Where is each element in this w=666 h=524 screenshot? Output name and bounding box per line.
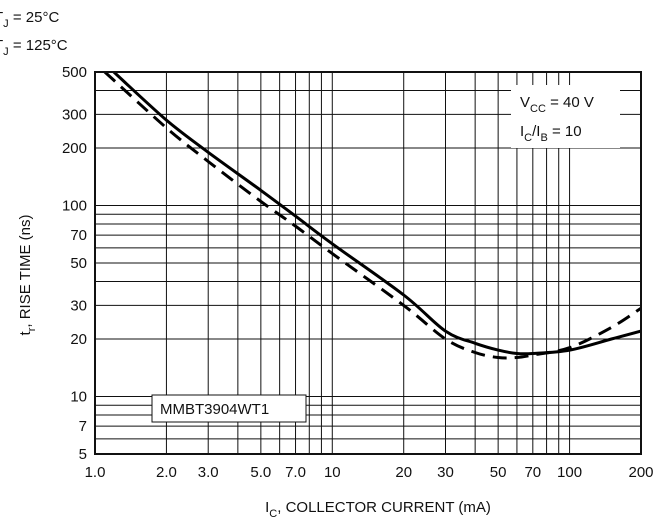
y-tick-label: 500 [62, 64, 87, 81]
y-tick-label: 7 [79, 418, 87, 435]
device-label-box [151, 394, 307, 423]
plot-frame [94, 71, 642, 455]
legend-tj25: TJ = 25°C [0, 9, 59, 30]
x-tick-label: 100 [557, 464, 582, 481]
x-tick-label: 200 [628, 464, 653, 481]
y-tick-label: 30 [70, 297, 87, 314]
x-tick-label: 3.0 [198, 464, 219, 481]
tick-labels: 1.0 2.0 3.0 5.0 7.0 10 20 30 50 70 100 200 5 7 10 20 30 5… [62, 64, 654, 481]
device-label: MMBT3904WT1 [160, 401, 269, 418]
y-tick-label: 5 [79, 446, 87, 463]
legend-tj125: TJ = 125°C [0, 37, 68, 58]
x-axis-label: IC, COLLECTOR CURRENT (mA) [265, 499, 491, 520]
y-tick-label: 300 [62, 106, 87, 123]
curve-tj-25c [112, 72, 641, 356]
x-tick-label: 5.0 [250, 464, 271, 481]
y-tick-label: 70 [70, 227, 87, 244]
x-tick-label: 1.0 [85, 464, 106, 481]
y-tick-label: 100 [62, 198, 87, 215]
x-tick-label: 20 [395, 464, 412, 481]
curves [103, 72, 641, 360]
x-tick-label: 2.0 [156, 464, 177, 481]
x-tick-label: 50 [490, 464, 507, 481]
y-tick-label: 200 [62, 140, 87, 157]
y-tick-label: 20 [70, 331, 87, 348]
x-tick-label: 70 [524, 464, 541, 481]
x-tick-label: 10 [324, 464, 341, 481]
conditions-ic-ib: IC/IB = 10 [520, 123, 582, 144]
conditions-box [511, 85, 620, 148]
conditions-vcc: VCC = 40 V [520, 94, 594, 115]
x-tick-label: 30 [437, 464, 454, 481]
y-axis-label: tr, RISE TIME (ns) [17, 215, 38, 336]
y-tick-label: 10 [70, 389, 87, 406]
y-tick-label: 50 [70, 255, 87, 272]
curve-tj-125c [103, 72, 641, 360]
x-tick-label: 7.0 [285, 464, 306, 481]
